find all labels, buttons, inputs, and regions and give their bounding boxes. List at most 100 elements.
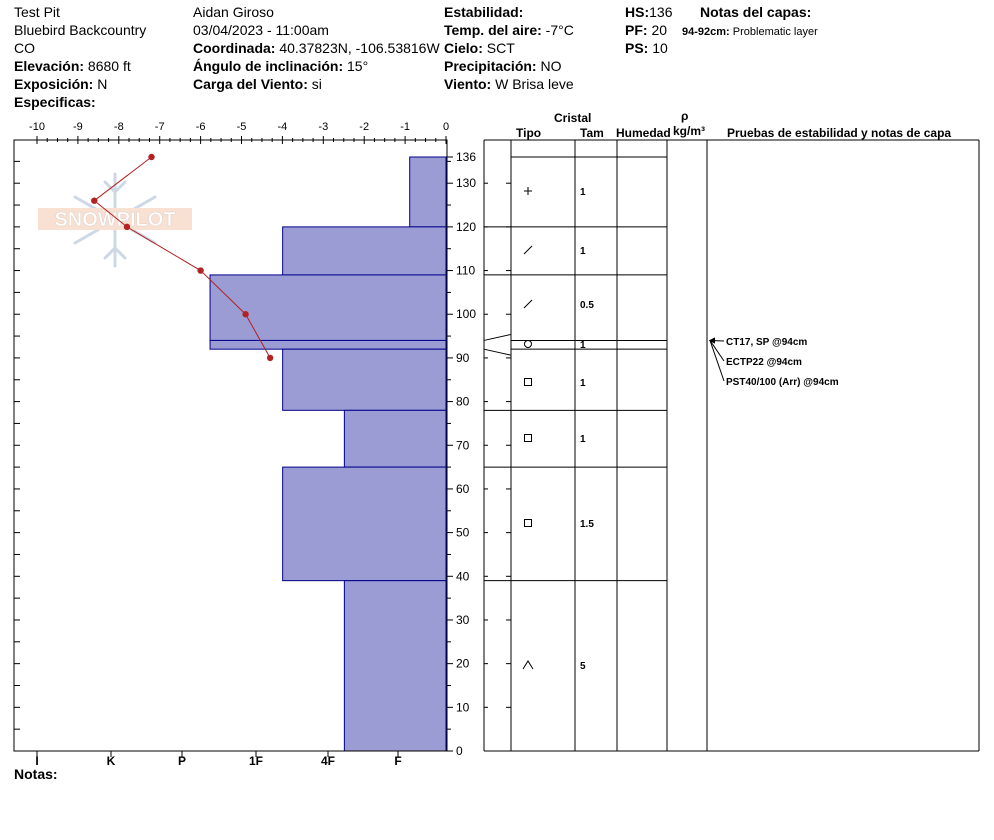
layer-note: 94-92cm: Problematic layer <box>682 24 818 41</box>
temp-tick-label: -6 <box>196 121 206 133</box>
depth-tick-label: 80 <box>456 395 470 409</box>
moisture-header: Humedad <box>616 126 671 140</box>
watermark-text: SNOWPILOT <box>54 209 175 231</box>
hardness-bar-7 <box>343 580 447 752</box>
hs: HS:136 <box>625 4 672 21</box>
temp-tick-label: -10 <box>29 121 45 133</box>
pf-value: 20 <box>651 22 668 38</box>
test-arrow-icon <box>709 337 715 344</box>
test-leader <box>709 340 725 362</box>
grain-size-label: 1 <box>580 434 586 445</box>
depth-tick-label: 70 <box>456 438 470 452</box>
depth-tick-label: 0 <box>456 744 463 758</box>
temp-tick-label: -8 <box>114 121 124 133</box>
location: Bluebird Backcountry <box>14 22 147 38</box>
hardness-tick-label: K <box>107 754 116 768</box>
wind: Viento: W Brisa leve <box>444 76 574 93</box>
hardness-bar-3 <box>209 339 447 350</box>
hardness-bar-2 <box>209 274 447 341</box>
slope-label: Ángulo de inclinación: <box>193 58 344 74</box>
hardness-bar-1 <box>282 226 447 276</box>
temperature-point <box>266 354 274 362</box>
hardness-bar-5 <box>343 409 447 468</box>
coord-label: Coordinada: <box>193 40 276 56</box>
circle-shape <box>524 340 532 348</box>
hardness-tick-label: P <box>178 754 186 768</box>
specifics-label: Especificas: <box>14 94 96 110</box>
size-header: Tam <box>580 126 604 140</box>
grain-slash-icon <box>523 245 533 255</box>
square-shape <box>524 434 532 442</box>
elevation: Elevación: 8680 ft <box>14 58 131 75</box>
grain-slash-icon <box>523 299 533 309</box>
depth-tick-label: 130 <box>456 176 476 190</box>
depth-tick-label: 20 <box>456 657 470 671</box>
grain-circle-icon <box>524 340 532 348</box>
wind-load: Carga del Viento: si <box>193 76 322 93</box>
tests-header: Pruebas de estabilidad y notas de capa <box>727 126 952 140</box>
slope: Ángulo de inclinación: 15° <box>193 58 368 75</box>
grain-size-label: 1 <box>580 246 586 257</box>
depth-tick-label: 60 <box>456 482 470 496</box>
elevation-label: Elevación: <box>14 58 85 74</box>
sky-value: SCT <box>486 40 515 56</box>
temperature-point <box>123 223 131 231</box>
square-shape <box>524 378 532 386</box>
slash-line <box>523 245 533 255</box>
pit-name: Test Pit <box>14 4 60 20</box>
depth-tick-label: 100 <box>456 307 476 321</box>
temperature-point <box>91 197 98 204</box>
grain-size-label: 1.5 <box>580 519 594 530</box>
elevation-value: 8680 ft <box>87 58 131 74</box>
grain-square-icon <box>524 378 532 386</box>
layer-note-text: Problematic layer <box>732 26 818 38</box>
grain-caret-icon <box>522 660 534 670</box>
aspect-value: N <box>97 76 108 92</box>
air-temp-label: Temp. del aire: <box>444 22 542 38</box>
type-header: Tipo <box>516 126 542 140</box>
depth-tick-label: 30 <box>456 613 470 627</box>
depth-tick-label: 110 <box>456 264 475 278</box>
temperature-point <box>197 267 204 274</box>
precip-label: Precipitación: <box>444 58 537 74</box>
precipitation: Precipitación: NO <box>444 58 561 75</box>
hardness-tick-label: 4F <box>321 754 335 768</box>
hardness-tick-label: 1F <box>249 754 263 768</box>
wind-load-label: Carga del Viento: <box>193 76 308 92</box>
air-temp: Temp. del aire: -7°C <box>444 22 574 39</box>
grain-plus-icon <box>524 187 532 195</box>
depth-tick-label: 90 <box>456 351 470 365</box>
depth-tick-label: 120 <box>456 220 476 234</box>
pf: PF: 20 <box>625 22 667 39</box>
grain-size-label: 0.5 <box>580 300 594 311</box>
hardness-bar-6 <box>282 466 447 582</box>
caret-shape <box>522 660 534 670</box>
hardness-bar-0 <box>409 156 447 228</box>
slash-line <box>523 299 533 309</box>
layer-note-range: 94-92cm: <box>682 26 730 38</box>
stability-label: Estabilidad: <box>444 4 524 20</box>
layer-notes-title: Notas del capas: <box>700 4 812 20</box>
coord-value: 40.37823N, -106.53816W <box>279 40 440 56</box>
ps-value: 10 <box>652 40 668 56</box>
grain-size-label: 5 <box>580 661 586 672</box>
stability-test-label: ECTP22 @94cm <box>726 357 802 368</box>
thin-layer-bottom <box>483 348 512 356</box>
temp-tick-label: -4 <box>278 121 288 133</box>
snowpilot-watermark: SNOWPILOT <box>38 172 192 268</box>
hs-label: HS: <box>625 4 650 20</box>
state: CO <box>14 40 35 56</box>
temp-tick-label: -5 <box>237 121 247 133</box>
temp-tick-label: -3 <box>318 121 328 133</box>
depth-tick-label: 136 <box>456 150 476 164</box>
hardness-tick-label: I <box>35 754 38 768</box>
depth-tick-label: 40 <box>456 569 470 583</box>
temperature-line <box>93 156 271 359</box>
stability-test-label: CT17, SP @94cm <box>726 337 807 348</box>
ps-label: PS: <box>625 40 649 56</box>
slope-value: 15° <box>347 58 369 74</box>
ps: PS: 10 <box>625 40 668 57</box>
temp-tick-label: -9 <box>73 121 83 133</box>
temp-tick-label: -1 <box>400 121 410 133</box>
